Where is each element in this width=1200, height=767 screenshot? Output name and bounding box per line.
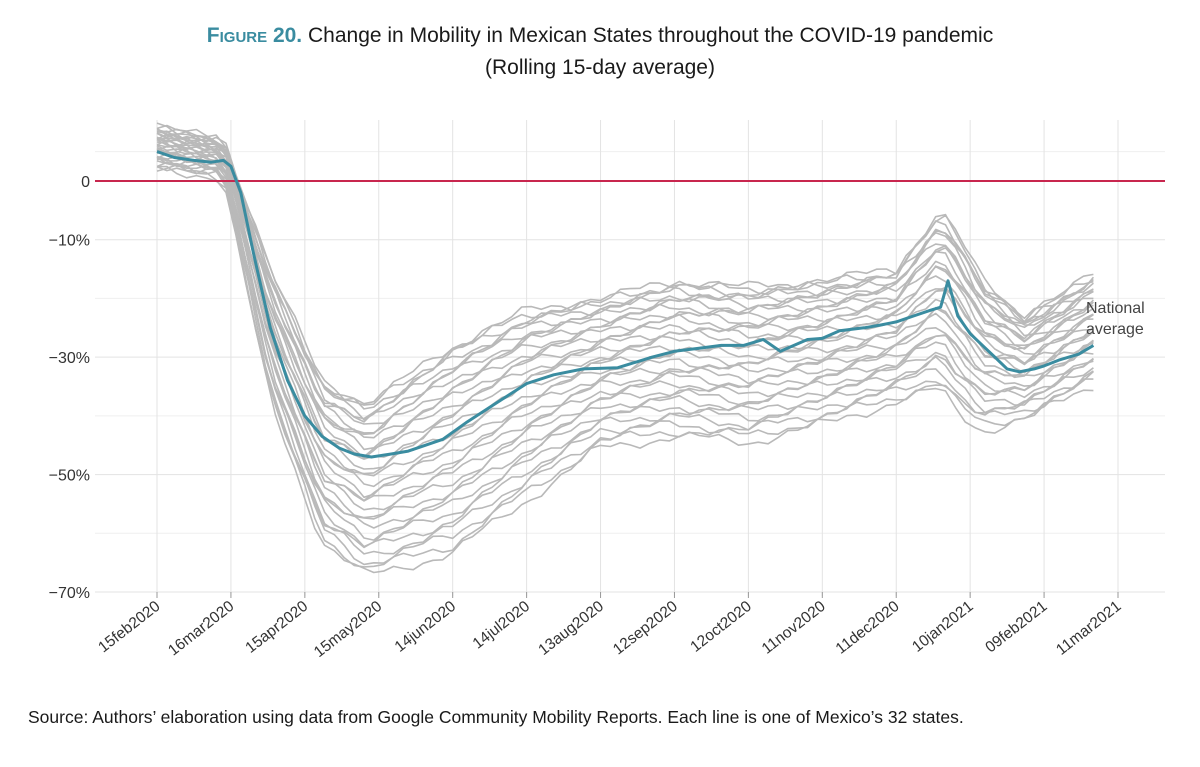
x-tick-label: 11nov2020 xyxy=(759,598,829,658)
y-axis-ticks: 0 −10% −30% −50% −70% xyxy=(49,174,90,602)
state-line xyxy=(156,139,1094,475)
state-line xyxy=(156,156,1094,548)
x-axis-ticks: 15feb2020 16mar2020 15apr2020 15may2020 14ju… xyxy=(95,592,1124,661)
figure-label: Figure 20. xyxy=(206,24,303,47)
national-average-series xyxy=(156,150,1095,459)
national-average-line xyxy=(156,150,1095,459)
y-tick-label: 0 xyxy=(81,174,90,191)
chart-title: Figure 20. Change in Mobility in Mexican… xyxy=(0,20,1200,84)
x-tick-label: 09feb2021 xyxy=(982,598,1050,657)
x-tick-label: 13aug2020 xyxy=(535,598,607,659)
x-tick-label: 15apr2020 xyxy=(242,598,311,657)
x-tick-label: 15may2020 xyxy=(311,598,386,662)
annotation-text: National average xyxy=(1086,300,1145,338)
y-tick-label: −30% xyxy=(49,350,90,367)
x-tick-label: 15feb2020 xyxy=(95,598,164,657)
y-tick-label: −10% xyxy=(49,233,90,250)
state-line xyxy=(156,164,1094,566)
state-line xyxy=(156,128,1094,423)
state-line xyxy=(156,156,1094,549)
national-average-annotation: National average xyxy=(1086,300,1145,338)
x-tick-label: 12oct2020 xyxy=(687,598,755,656)
state-line xyxy=(156,136,1094,458)
state-line xyxy=(156,139,1094,451)
state-line xyxy=(156,159,1094,541)
y-tick-label: −70% xyxy=(49,585,90,602)
mobility-line-chart: 0 −10% −30% −50% −70% 15feb2020 16mar2020 15ap… xyxy=(49,120,1165,661)
figure-title: Change in Mobility in Mexican States thr… xyxy=(308,24,994,47)
x-tick-label: 16mar2020 xyxy=(165,598,238,660)
y-tick-label: −50% xyxy=(49,468,90,485)
x-tick-label: 11dec2020 xyxy=(833,598,903,658)
state-line xyxy=(156,154,1094,511)
state-line xyxy=(156,130,1094,436)
state-line xyxy=(156,130,1095,421)
state-lines xyxy=(156,122,1095,574)
x-tick-label: 14jun2020 xyxy=(392,598,460,656)
x-tick-label: 11mar2021 xyxy=(1053,598,1124,659)
state-line xyxy=(156,149,1094,502)
x-tick-label: 10jan2021 xyxy=(909,598,977,656)
figure-subtitle: (Rolling 15-day average) xyxy=(485,56,715,79)
state-line xyxy=(156,124,1094,406)
x-tick-label: 12sep2020 xyxy=(610,598,681,659)
state-line xyxy=(156,161,1094,568)
state-line xyxy=(156,150,1094,520)
x-tick-label: 14jul2020 xyxy=(470,598,534,653)
state-line xyxy=(156,165,1094,574)
source-note: Source: Authors’ elaboration using data … xyxy=(28,707,964,727)
